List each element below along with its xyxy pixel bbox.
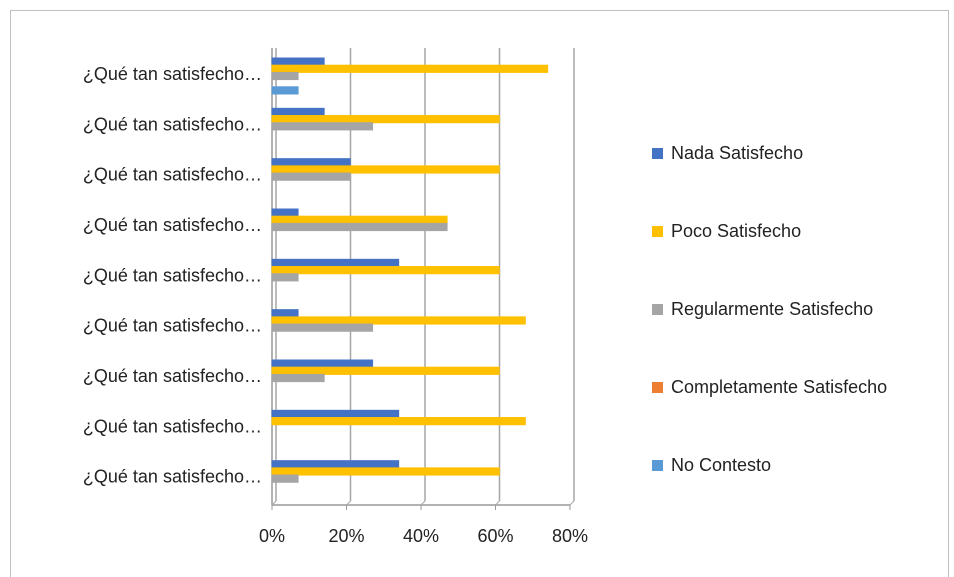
legend-label: No Contesto bbox=[671, 455, 772, 475]
x-tick-label: 40% bbox=[403, 526, 439, 546]
bar bbox=[271, 71, 299, 81]
y-tick-label: ¿Qué tan satisfecho… bbox=[83, 416, 262, 436]
bar bbox=[271, 64, 549, 73]
legend-item: Poco Satisfecho bbox=[652, 218, 801, 244]
bar bbox=[271, 165, 500, 174]
bar bbox=[271, 474, 299, 483]
legend-item: Regularmente Satisfecho bbox=[652, 296, 873, 322]
bar bbox=[271, 467, 500, 476]
legend-swatch bbox=[652, 460, 663, 471]
y-tick-label: ¿Qué tan satisfecho… bbox=[83, 165, 262, 185]
x-tick-label: 60% bbox=[477, 526, 513, 546]
chart-border bbox=[10, 10, 949, 577]
y-tick-label: ¿Qué tan satisfecho… bbox=[83, 467, 262, 487]
bar bbox=[271, 460, 400, 469]
y-tick-label: ¿Qué tan satisfecho… bbox=[83, 316, 262, 336]
y-tick-label: ¿Qué tan satisfecho… bbox=[83, 114, 262, 134]
bar bbox=[271, 359, 374, 368]
bar bbox=[271, 222, 448, 232]
grid-foot bbox=[420, 500, 426, 506]
legend-label: Completamente Satisfecho bbox=[671, 377, 888, 397]
x-tick-label: 20% bbox=[328, 526, 364, 546]
legend-label: Poco Satisfecho bbox=[671, 221, 802, 241]
legend-item: Completamente Satisfecho bbox=[652, 374, 887, 400]
bar bbox=[271, 215, 448, 224]
legend-item: No Contesto bbox=[652, 452, 771, 478]
bar bbox=[271, 309, 299, 318]
grid-foot bbox=[495, 500, 500, 506]
bar bbox=[271, 323, 374, 332]
bar bbox=[271, 316, 526, 325]
bar bbox=[271, 86, 299, 95]
legend-swatch bbox=[652, 226, 663, 237]
x-tick-label: 0% bbox=[259, 526, 285, 546]
legend-label: Nada Satisfecho bbox=[671, 143, 804, 163]
bar bbox=[271, 115, 500, 124]
bar bbox=[271, 373, 325, 383]
y-tick-label: ¿Qué tan satisfecho… bbox=[83, 64, 262, 84]
legend-swatch bbox=[652, 304, 663, 315]
y-tick-label: ¿Qué tan satisfecho… bbox=[83, 366, 262, 386]
legend-label: Regularmente Satisfecho bbox=[671, 299, 874, 319]
bar bbox=[271, 172, 351, 181]
bar bbox=[271, 258, 400, 268]
bar bbox=[271, 208, 299, 217]
bar bbox=[271, 107, 325, 117]
bar bbox=[271, 266, 500, 275]
grid-foot bbox=[271, 500, 277, 506]
legend-swatch bbox=[652, 382, 663, 393]
x-tick-label: 80% bbox=[552, 526, 588, 546]
grid-foot bbox=[569, 500, 575, 506]
y-tick-label: ¿Qué tan satisfecho… bbox=[83, 215, 262, 235]
bar bbox=[271, 273, 299, 282]
grid-foot bbox=[346, 500, 351, 506]
bar bbox=[271, 417, 526, 426]
bar bbox=[271, 366, 500, 375]
bar bbox=[271, 409, 400, 419]
bar bbox=[271, 57, 325, 66]
bar bbox=[271, 122, 374, 131]
bar bbox=[271, 158, 351, 167]
legend-swatch bbox=[652, 148, 663, 159]
legend-item: Nada Satisfecho bbox=[652, 140, 803, 166]
y-tick-label: ¿Qué tan satisfecho… bbox=[83, 265, 262, 285]
